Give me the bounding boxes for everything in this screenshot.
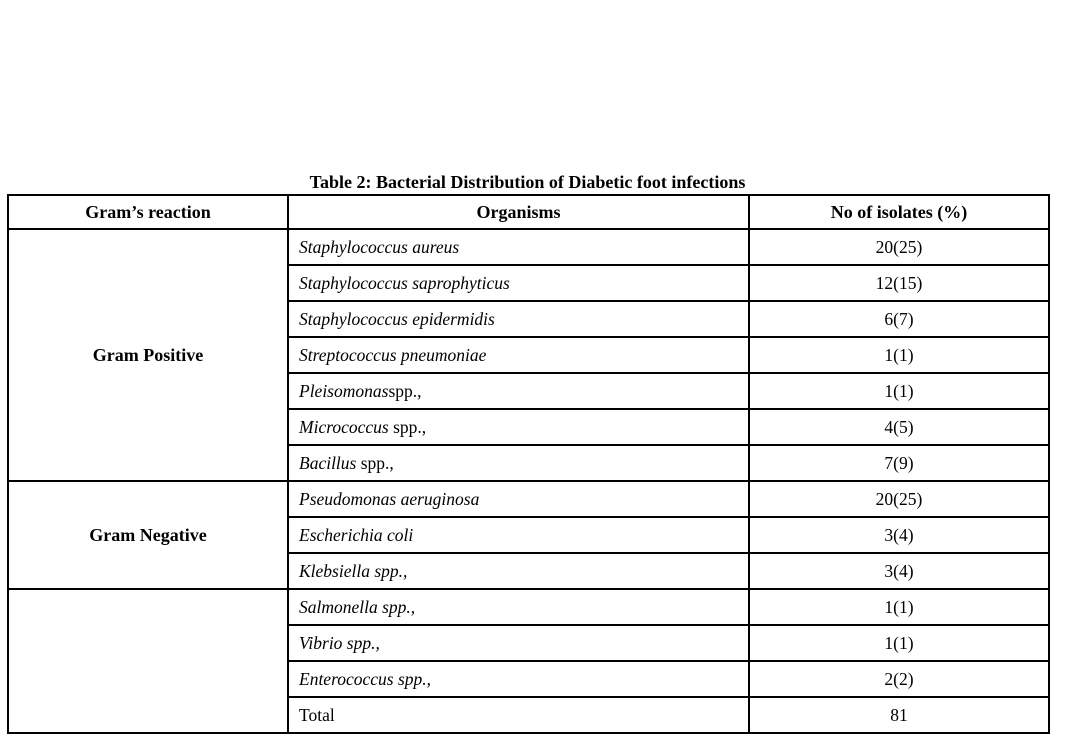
table-row: Salmonella spp., 1(1) (7, 588, 1050, 734)
table-row: Klebsiella spp., 3(4) (8, 552, 1050, 590)
organism-suffix: spp., (388, 416, 427, 437)
group-cell-empty (7, 588, 289, 734)
header-organisms: Organisms (287, 194, 750, 230)
organism-name: Bacillus (299, 452, 357, 473)
isolates-cell: 20(25) (748, 228, 1050, 266)
organism-cell: Streptococcus pneumoniae (287, 336, 750, 374)
organism-cell: Enterococcus spp., (287, 660, 750, 698)
table-row-total: Total 81 (8, 696, 1050, 734)
total-label-cell: Total (287, 696, 750, 734)
bacterial-distribution-table: Gram’s reaction Organisms No of isolates… (7, 194, 1050, 734)
group-cell-gram-positive: Gram Positive (7, 228, 289, 482)
organism-name: Staphylococcus aureus (299, 236, 460, 257)
table-row: Staphylococcus epidermidis 6(7) (8, 300, 1050, 338)
organism-cell: Klebsiella spp., (287, 552, 750, 590)
organism-name: Vibrio spp., (299, 632, 380, 653)
organism-cell: Bacillus spp., (287, 444, 750, 482)
organism-cell: Salmonella spp., (287, 588, 750, 626)
organism-cell: Staphylococcus aureus (287, 228, 750, 266)
organism-name: Streptococcus pneumoniae (299, 344, 487, 365)
organism-cell: Escherichia coli (287, 516, 750, 554)
isolates-cell: 3(4) (748, 516, 1050, 554)
table-row: Streptococcus pneumoniae 1(1) (8, 336, 1050, 374)
organism-name: Micrococcus (299, 416, 389, 437)
table-row: Staphylococcus saprophyticus 12(15) (8, 264, 1050, 302)
organism-name: Salmonella spp., (299, 596, 416, 617)
organism-name: Enterococcus spp., (299, 668, 432, 689)
organism-suffix: spp., (356, 452, 394, 473)
header-no-of-isolates: No of isolates (%) (748, 194, 1050, 230)
organism-name: Staphylococcus saprophyticus (299, 272, 510, 293)
isolates-cell: 1(1) (748, 588, 1050, 626)
table-row: Gram Positive Staphylococcus aureus 20(2… (7, 228, 1050, 482)
organism-cell: Pleisomonasspp., (287, 372, 750, 410)
isolates-cell: 6(7) (748, 300, 1050, 338)
table-row: Escherichia coli 3(4) (8, 516, 1050, 554)
group-cell-gram-negative: Gram Negative (7, 480, 289, 590)
isolates-cell: 12(15) (748, 264, 1050, 302)
table-row: Pleisomonasspp., 1(1) (8, 372, 1050, 410)
total-label: Total (299, 704, 335, 725)
organism-name: Klebsiella spp., (299, 560, 408, 581)
organism-name: Escherichia coli (299, 524, 414, 545)
organism-name: Staphylococcus epidermidis (299, 308, 495, 329)
organism-name: Pseudomonas aeruginosa (299, 488, 480, 509)
table-row: Gram Negative Pseudomonas aeruginosa 20(… (7, 480, 1050, 590)
organism-name: Pleisomonas (299, 380, 389, 401)
isolates-cell: 1(1) (748, 336, 1050, 374)
organism-cell: Micrococcus spp., (287, 408, 750, 446)
isolates-cell: 1(1) (748, 372, 1050, 410)
organism-cell: Vibrio spp., (287, 624, 750, 662)
isolates-cell: 4(5) (748, 408, 1050, 446)
table-row: Bacillus spp., 7(9) (8, 444, 1050, 482)
isolates-cell: 1(1) (748, 624, 1050, 662)
table-caption: Table 2: Bacterial Distribution of Diabe… (309, 172, 746, 192)
organism-cell: Pseudomonas aeruginosa (287, 480, 750, 518)
organism-suffix: spp., (388, 380, 422, 401)
isolates-cell: 2(2) (748, 660, 1050, 698)
table-row: Enterococcus spp., 2(2) (8, 660, 1050, 698)
header-grams-reaction: Gram’s reaction (7, 194, 289, 230)
isolates-cell: 20(25) (748, 480, 1050, 518)
isolates-cell: 3(4) (748, 552, 1050, 590)
header-row: Gram’s reaction Organisms No of isolates… (7, 194, 1050, 230)
total-value-cell: 81 (748, 696, 1050, 734)
table-row: Micrococcus spp., 4(5) (8, 408, 1050, 446)
isolates-cell: 7(9) (748, 444, 1050, 482)
organism-cell: Staphylococcus saprophyticus (287, 264, 750, 302)
organism-cell: Staphylococcus epidermidis (287, 300, 750, 338)
table-row: Vibrio spp., 1(1) (8, 624, 1050, 662)
